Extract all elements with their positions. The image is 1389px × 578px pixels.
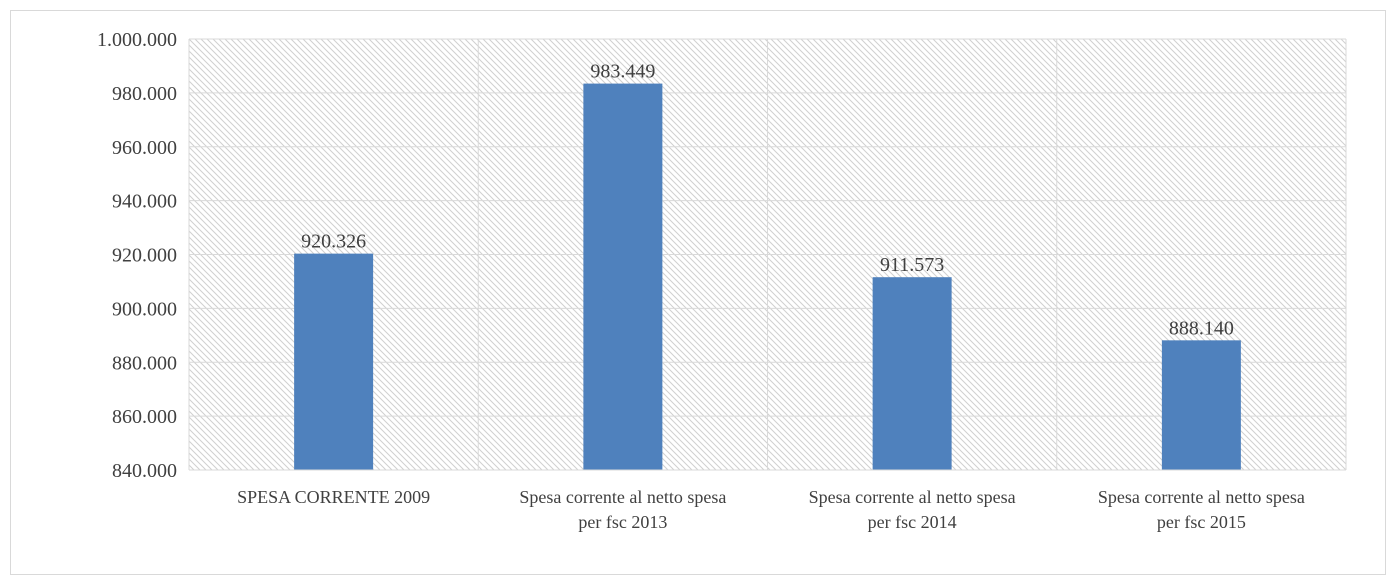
- y-tick-label: 900.000: [112, 298, 177, 320]
- x-category-label: Spesa corrente al netto spesa: [1098, 487, 1305, 507]
- x-category-label: SPESA CORRENTE 2009: [237, 487, 430, 507]
- y-tick-label: 860.000: [112, 406, 177, 428]
- y-tick-label: 940.000: [112, 191, 177, 213]
- bar: [1161, 340, 1241, 470]
- bar: [294, 253, 374, 470]
- y-axis: 1.000.000 980.000 960.000 940.000 920.000 900…: [97, 29, 177, 482]
- data-label: 920.326: [301, 231, 366, 253]
- x-category-label: per fsc 2014: [868, 512, 957, 532]
- data-label: 911.573: [880, 254, 944, 276]
- y-tick-label: 1.000.000: [97, 29, 177, 51]
- x-axis: SPESA CORRENTE 2009 Spesa corrente al net…: [189, 469, 1346, 532]
- y-tick-label: 920.000: [112, 245, 177, 267]
- data-label: 888.140: [1169, 317, 1234, 339]
- y-tick-label: 960.000: [112, 137, 177, 159]
- bar: [872, 277, 952, 470]
- x-category-label: Spesa corrente al netto spesa: [519, 487, 726, 507]
- y-tick-label: 880.000: [112, 352, 177, 374]
- data-labels: 920.326 983.449 911.573 888.140: [301, 61, 1234, 340]
- data-label: 983.449: [590, 61, 655, 83]
- y-tick-label: 840.000: [112, 460, 177, 482]
- x-category-label: Spesa corrente al netto spesa: [809, 487, 1016, 507]
- x-category-label: per fsc 2013: [578, 512, 667, 532]
- y-tick-label: 980.000: [112, 83, 177, 105]
- x-category-label: per fsc 2015: [1157, 512, 1246, 532]
- gridlines: [188, 38, 1347, 471]
- bars: [294, 83, 1241, 470]
- bar: [583, 83, 663, 470]
